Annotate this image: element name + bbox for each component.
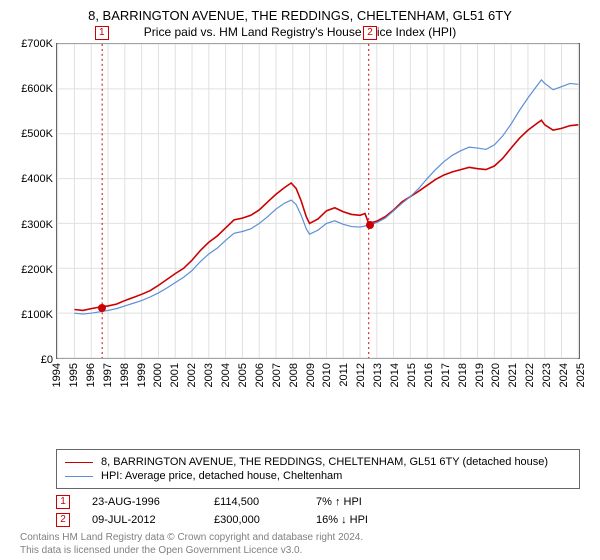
x-axis-label: 1996	[85, 363, 97, 387]
sale-marker-dot	[98, 304, 106, 312]
legend-label: HPI: Average price, detached house, Chel…	[101, 470, 342, 482]
legend-item: 8, BARRINGTON AVENUE, THE REDDINGS, CHEL…	[65, 456, 571, 468]
y-axis-label: £200K	[21, 264, 53, 276]
chart-area: £0£100K£200K£300K£400K£500K£600K£700K199…	[8, 43, 592, 403]
sale-index-box: 2	[56, 513, 70, 527]
sale-row: 2 09-JUL-2012 £300,000 16% ↓ HPI	[56, 513, 580, 527]
legend-swatch	[65, 462, 93, 463]
legend-item: HPI: Average price, detached house, Chel…	[65, 470, 571, 482]
x-axis-label: 2001	[169, 363, 181, 387]
x-axis-label: 2012	[355, 363, 367, 387]
sale-marker-dot	[366, 221, 374, 229]
x-axis-label: 2022	[524, 363, 536, 387]
x-axis-label: 1995	[68, 363, 80, 387]
x-axis-label: 2005	[237, 363, 249, 387]
series-line	[74, 80, 578, 314]
plot-box: £0£100K£200K£300K£400K£500K£600K£700K199…	[56, 43, 580, 359]
sale-index-box: 1	[56, 495, 70, 509]
sale-price: £114,500	[214, 496, 294, 508]
footer-line-1: Contains HM Land Registry data © Crown c…	[20, 531, 580, 544]
sale-date: 09-JUL-2012	[92, 514, 192, 526]
y-axis-label: £300K	[21, 219, 53, 231]
sale-row: 1 23-AUG-1996 £114,500 7% ↑ HPI	[56, 495, 580, 509]
y-axis-label: £500K	[21, 128, 53, 140]
x-axis-label: 2008	[288, 363, 300, 387]
x-axis-label: 1999	[136, 363, 148, 387]
series-line	[74, 120, 578, 310]
x-axis-label: 1998	[119, 363, 131, 387]
legend: 8, BARRINGTON AVENUE, THE REDDINGS, CHEL…	[56, 449, 580, 489]
sale-pct: 7% ↑ HPI	[316, 496, 362, 508]
sale-marker-box: 2	[363, 26, 377, 40]
sale-date: 23-AUG-1996	[92, 496, 192, 508]
x-axis-label: 2007	[271, 363, 283, 387]
x-axis-label: 1994	[51, 363, 63, 387]
y-axis-label: £700K	[21, 38, 53, 50]
x-axis-label: 2020	[490, 363, 502, 387]
lines-layer	[57, 44, 579, 358]
x-axis-label: 2021	[507, 363, 519, 387]
x-axis-label: 2006	[254, 363, 266, 387]
x-axis-label: 2014	[389, 363, 401, 387]
x-axis-label: 2023	[541, 363, 553, 387]
x-axis-label: 2018	[457, 363, 469, 387]
x-axis-label: 2017	[440, 363, 452, 387]
x-axis-label: 2010	[321, 363, 333, 387]
x-axis-label: 2019	[474, 363, 486, 387]
sales-table: 1 23-AUG-1996 £114,500 7% ↑ HPI 2 09-JUL-2012…	[56, 495, 580, 527]
y-axis-label: £400K	[21, 173, 53, 185]
x-axis-label: 2015	[406, 363, 418, 387]
x-axis-label: 2024	[558, 363, 570, 387]
x-axis-label: 2013	[372, 363, 384, 387]
y-axis-label: £600K	[21, 83, 53, 95]
x-axis-label: 1997	[102, 363, 114, 387]
sale-pct: 16% ↓ HPI	[316, 514, 368, 526]
sale-marker-box: 1	[95, 26, 109, 40]
y-axis-label: £100K	[21, 309, 53, 321]
footer-attribution: Contains HM Land Registry data © Crown c…	[20, 531, 580, 557]
x-axis-label: 2004	[220, 363, 232, 387]
chart-title: 8, BARRINGTON AVENUE, THE REDDINGS, CHEL…	[8, 8, 592, 23]
x-axis-label: 2009	[305, 363, 317, 387]
x-axis-label: 2025	[575, 363, 587, 387]
x-axis-label: 2016	[423, 363, 435, 387]
legend-swatch	[65, 476, 93, 477]
legend-label: 8, BARRINGTON AVENUE, THE REDDINGS, CHEL…	[101, 456, 548, 468]
x-axis-label: 2000	[152, 363, 164, 387]
sale-price: £300,000	[214, 514, 294, 526]
x-axis-label: 2011	[338, 363, 350, 387]
footer-line-2: This data is licensed under the Open Gov…	[20, 544, 580, 557]
x-axis-label: 2003	[203, 363, 215, 387]
x-axis-label: 2002	[186, 363, 198, 387]
